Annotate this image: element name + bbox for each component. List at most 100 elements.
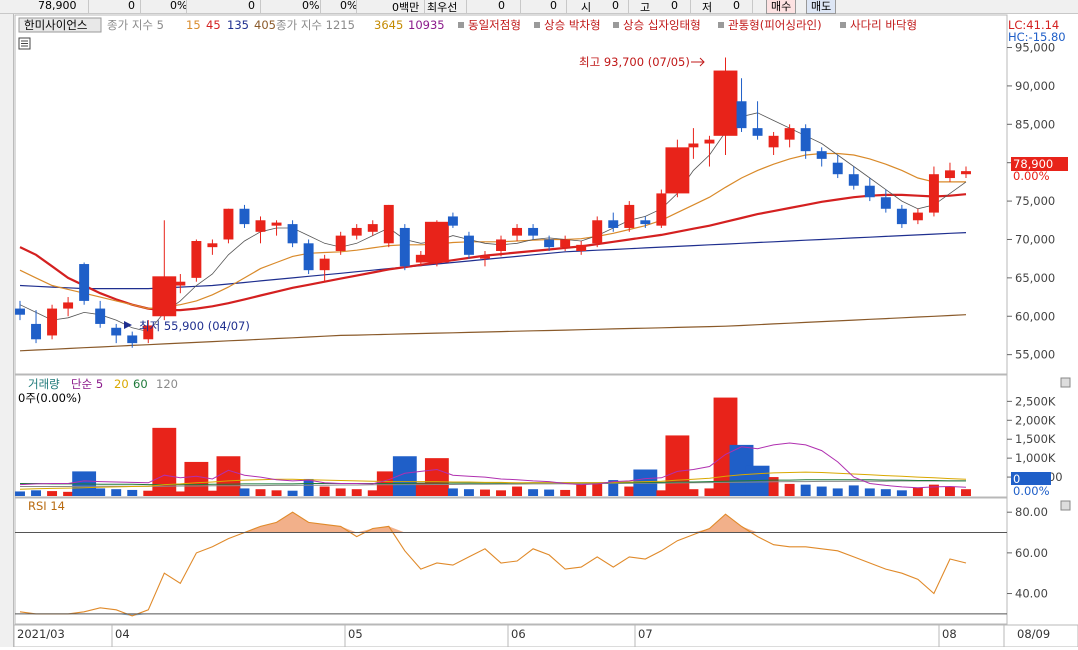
candle-body xyxy=(175,281,186,286)
x-label: 2021/03 xyxy=(17,627,65,641)
current-price: 78,900 xyxy=(38,0,77,12)
volume-bar xyxy=(415,482,426,496)
chart-area[interactable]: 95,00090,00085,00080,00075,00070,00065,0… xyxy=(13,14,1078,648)
chart-settings-icon[interactable] xyxy=(18,37,31,50)
quote-field: 0 xyxy=(671,0,678,12)
x-label: 05 xyxy=(348,627,363,641)
candle-body xyxy=(480,256,490,259)
candle-body xyxy=(665,147,690,194)
candle-body xyxy=(63,302,74,309)
pattern-marker-icon xyxy=(534,22,540,28)
candle-body xyxy=(896,208,907,225)
volume-bar xyxy=(216,456,241,496)
volume-bar xyxy=(255,489,266,496)
volume-bar xyxy=(111,489,122,496)
quote-field: 0 xyxy=(498,0,505,12)
candle-body xyxy=(576,244,587,251)
price-tick-label: 85,000 xyxy=(1015,117,1055,131)
ma405-legend: 405 xyxy=(254,18,276,32)
ma-legend-label[interactable]: 종가 지수 5 xyxy=(107,18,164,32)
candle-body xyxy=(207,243,218,248)
volume-bar xyxy=(912,487,923,496)
volume-bar xyxy=(544,489,555,496)
high-annotation: 최고 93,700 (07/05) xyxy=(579,55,690,69)
volume-bar xyxy=(816,486,827,496)
volume-bar xyxy=(528,489,539,496)
ma135-legend: 135 xyxy=(227,18,249,32)
candle-body xyxy=(191,241,202,278)
volume-bar xyxy=(175,491,186,496)
candle-body xyxy=(367,224,378,232)
candle-body xyxy=(415,254,426,263)
pattern-label[interactable]: 상승 박차형 xyxy=(544,18,601,32)
stock-name[interactable]: 한미사이언스 xyxy=(24,18,87,32)
high-arrow-icon xyxy=(691,57,705,67)
stock-name-box xyxy=(18,17,102,33)
candle-body xyxy=(335,235,346,251)
volume-title[interactable]: 거래량 xyxy=(28,377,60,391)
volume-ma-label[interactable]: 단순 5 xyxy=(71,377,103,391)
price-tick-label: 95,000 xyxy=(1015,41,1055,55)
volume-bar xyxy=(152,427,177,496)
candle-body xyxy=(592,220,603,244)
candle-body xyxy=(961,171,971,175)
candle-body xyxy=(784,128,795,140)
candle-body xyxy=(152,276,177,317)
volume-bar xyxy=(207,490,218,496)
candle-body xyxy=(704,139,715,144)
volume-bar xyxy=(784,483,795,496)
volume-bar xyxy=(608,480,619,496)
candle-body xyxy=(15,308,25,315)
volume-bar xyxy=(880,489,891,496)
volume-bar xyxy=(335,488,346,496)
volume-ma120-line xyxy=(20,480,966,487)
volume-bar xyxy=(463,489,474,496)
pattern-label[interactable]: 관통형(피어싱라인) xyxy=(728,18,822,32)
ma60-line xyxy=(19,193,967,312)
pattern-label[interactable]: 상승 십자잉태형 xyxy=(623,18,701,32)
ma-long-legend-label[interactable]: 종가 지수 1215 xyxy=(276,18,355,32)
candle-body xyxy=(95,308,106,324)
candle-body xyxy=(255,220,266,232)
candle-body xyxy=(768,135,779,148)
current-price-tag xyxy=(1011,157,1068,171)
low-annotation: 최저 55,900 (04/07) xyxy=(139,319,250,333)
ma10935-legend: 10935 xyxy=(408,18,445,32)
candle-body xyxy=(424,221,449,263)
candle-body xyxy=(864,185,875,198)
candle-body xyxy=(832,162,843,175)
ma3645-legend: 3645 xyxy=(374,18,403,32)
quote-field: 고 xyxy=(640,1,651,14)
candle-body xyxy=(496,239,506,251)
candle-body xyxy=(928,174,939,213)
rsi-tick-label: 40.00 xyxy=(1015,587,1048,601)
pattern-label[interactable]: 동일저점형 xyxy=(468,18,521,32)
candle-body xyxy=(111,327,122,336)
volume-panel-button[interactable] xyxy=(1060,377,1071,388)
volume-bar xyxy=(944,486,955,496)
volume-bar xyxy=(319,486,330,496)
volume-bar xyxy=(896,490,907,496)
volume-bar xyxy=(127,489,138,496)
volume-bar xyxy=(480,489,490,496)
rsi-title[interactable]: RSI 14 xyxy=(28,499,65,513)
candle-body xyxy=(640,220,651,225)
candle-body xyxy=(303,243,314,271)
ma20-line xyxy=(19,152,966,310)
volume-ma20-line xyxy=(19,471,967,490)
candle-body xyxy=(31,323,42,340)
volume-bar xyxy=(271,490,282,496)
candle-body xyxy=(271,222,282,226)
pattern-label[interactable]: 사다리 바닥형 xyxy=(850,18,917,32)
volume-bar xyxy=(15,491,25,496)
quote-field: 시 xyxy=(581,1,592,14)
rsi-panel-button[interactable] xyxy=(1060,500,1071,511)
candle-body xyxy=(79,264,90,301)
sell-button[interactable]: 매도 xyxy=(806,0,837,14)
candle-body xyxy=(512,227,523,236)
volume-bar xyxy=(576,484,587,496)
ma15-legend: 15 xyxy=(186,18,201,32)
candle-body xyxy=(544,239,555,248)
volume-tick-label: 1,000K xyxy=(1015,451,1056,465)
buy-button[interactable]: 매수 xyxy=(766,0,797,14)
